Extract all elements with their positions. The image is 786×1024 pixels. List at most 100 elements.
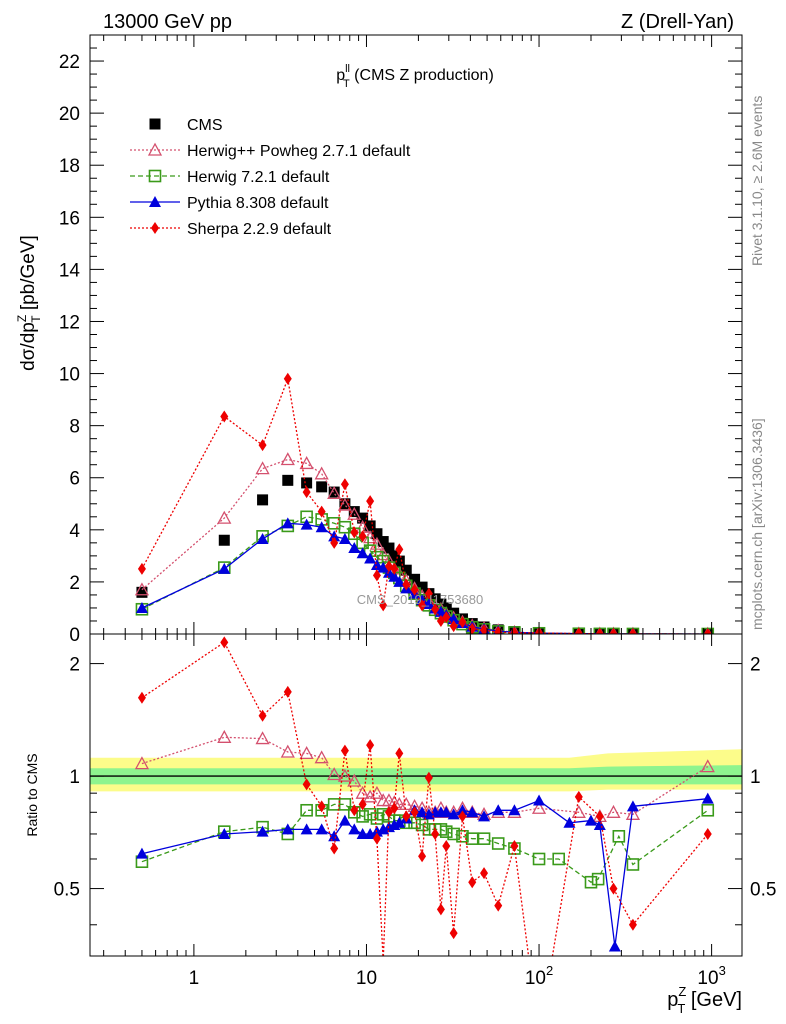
ratio-pythia-point <box>300 823 313 835</box>
ratio-series-pythia <box>135 792 714 952</box>
main-cms-point <box>328 486 340 498</box>
main-pythia-point <box>338 532 351 544</box>
ratio-pythia-point <box>466 806 479 818</box>
legend-pythia-marker <box>149 196 161 207</box>
main-herwigpp-point <box>314 466 329 480</box>
ratio-sherpa-point <box>628 918 637 931</box>
ratio-herwig7-point <box>477 832 491 845</box>
ratio-herwigpp-point <box>217 729 232 743</box>
ratio-pythia-line <box>141 798 708 947</box>
ratio-sherpa-point <box>609 882 618 895</box>
main-pythia-point <box>422 598 435 610</box>
ratio-sherpa-point <box>418 850 427 863</box>
ratio-pythia-point <box>508 804 521 816</box>
ratio-herwig7-point <box>491 837 505 850</box>
x-axis-label: pZ T [GeV] <box>667 984 742 1016</box>
ratio-sherpa-point <box>395 747 404 760</box>
legend-entry-sherpa: Sherpa 2.2.9 default <box>130 221 332 238</box>
main-sherpa-point <box>449 620 458 633</box>
ratio-herwigpp-point <box>299 746 314 760</box>
x-tick-label: 1 <box>189 968 200 989</box>
main-pythia-point <box>256 532 269 544</box>
ratio-herwig7-point <box>626 858 640 871</box>
main-herwigpp-point <box>217 510 232 524</box>
main-sherpa-point <box>402 578 411 591</box>
legend-cms-label: CMS <box>187 117 223 134</box>
ratio-series-sherpa <box>137 636 712 956</box>
ratio-sherpa-point <box>458 810 467 823</box>
main-herwigpp-point <box>134 582 150 596</box>
ratio-pythia-point <box>135 847 148 859</box>
main-sherpa-point <box>628 627 637 634</box>
ratio-herwigpp-point <box>363 789 378 803</box>
main-sherpa-point <box>258 439 267 452</box>
main-sherpa-point <box>302 486 311 499</box>
ratio-uncertainty-band-inner <box>90 765 742 785</box>
ratio-sherpa-point <box>340 744 349 757</box>
main-pythia-point <box>377 561 390 573</box>
main-sherpa-point <box>366 495 375 508</box>
ratio-pythia-point <box>393 816 406 828</box>
ratio-sherpa-point <box>703 827 712 840</box>
ratio-y-tick-label-right: 1 <box>750 767 761 788</box>
ratio-sherpa-point <box>449 927 458 940</box>
main-y-tick-label: 4 <box>69 521 80 542</box>
ratio-herwigpp-point <box>255 731 270 745</box>
ratio-herwigpp-line <box>141 736 709 818</box>
main-cms-point <box>364 520 376 532</box>
ratio-herwig7-point <box>447 827 460 841</box>
main-sherpa-point <box>395 543 404 556</box>
main-pythia-point <box>388 570 401 582</box>
main-sherpa-point <box>595 627 604 634</box>
main-y-tick-label: 10 <box>59 365 80 386</box>
main-series-sherpa <box>137 372 712 634</box>
analysis-watermark: CMS_2019_I1753680 <box>357 592 484 607</box>
ratio-pythia-point <box>315 823 328 835</box>
ratio-pythia-point <box>256 825 269 837</box>
ratio-herwig7-point <box>591 872 605 886</box>
ratio-sherpa-point <box>330 842 339 855</box>
ratio-herwigpp-point <box>355 785 370 799</box>
ratio-herwig7-point <box>584 875 598 889</box>
ratio-sherpa-point <box>372 832 381 845</box>
main-sherpa-point <box>574 627 583 634</box>
ratio-y-tick-label: 2 <box>69 655 80 676</box>
main-sherpa-point <box>350 526 359 539</box>
header-analysis: Z (Drell-Yan) <box>621 11 734 33</box>
main-herwigpp-point <box>347 506 362 520</box>
ratio-sherpa-point <box>137 691 146 704</box>
main-sherpa-point <box>703 627 712 634</box>
main-cms-point <box>416 581 428 593</box>
ratio-herwig7-point <box>300 803 313 817</box>
ratio-pythia-point <box>456 804 469 816</box>
main-sherpa-point <box>442 611 451 624</box>
legend-entry-herwigpp: Herwig++ Powheg 2.7.1 default <box>130 142 411 160</box>
main-pythia-point <box>300 518 313 530</box>
main-sherpa-point <box>317 505 326 518</box>
legend-pythia-label: Pythia 8.308 default <box>187 195 329 212</box>
main-cms-point <box>257 494 269 506</box>
ratio-sherpa-point <box>258 709 267 722</box>
main-y-tick-label: 16 <box>59 208 80 229</box>
main-herwig7-point <box>338 520 352 534</box>
main-cms-point <box>371 528 383 540</box>
legend-herwig7-label: Herwig 7.2.1 default <box>187 169 330 186</box>
main-y-tick-label: 20 <box>59 104 80 125</box>
ratio-herwig7-point <box>439 825 453 838</box>
legend-herwig7-marker <box>148 169 162 183</box>
main-cms-point <box>316 481 328 493</box>
rivet-version-label: Rivet 3.1.10, ≥ 2.6M events <box>749 96 765 266</box>
y-axis-label-ratio: Ratio to CMS <box>24 753 40 836</box>
ratio-herwigpp-point <box>280 744 295 758</box>
ratio-sherpa-point <box>442 839 451 852</box>
ratio-sherpa-point <box>384 806 393 819</box>
main-sherpa-point <box>372 569 381 582</box>
header-process: 13000 GeV pp <box>103 11 232 33</box>
ratio-sherpa-point <box>480 867 489 880</box>
main-pythia-point <box>370 558 383 570</box>
ratio-sherpa-point <box>390 802 399 815</box>
main-y-tick-label: 2 <box>69 573 80 594</box>
ratio-pythia-point <box>492 804 505 816</box>
ratio-sherpa-point <box>431 827 440 840</box>
ratio-herwig7-point <box>532 852 546 866</box>
